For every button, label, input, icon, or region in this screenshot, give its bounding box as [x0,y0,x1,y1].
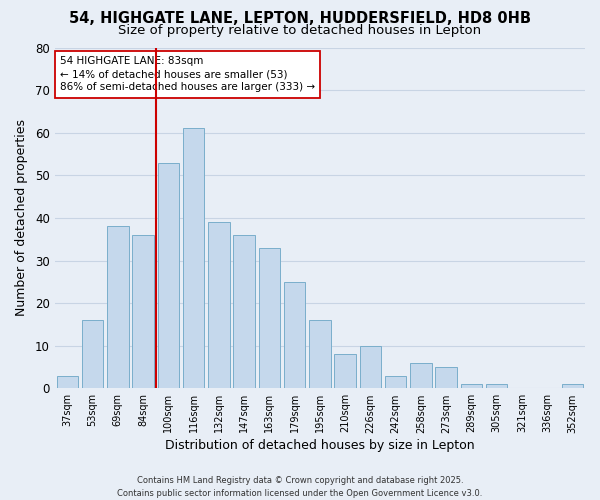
Bar [107,226,128,388]
Y-axis label: Number of detached properties: Number of detached properties [15,120,28,316]
Bar [233,235,255,388]
Bar [133,235,154,388]
Bar [486,384,508,388]
Bar [461,384,482,388]
Text: Size of property relative to detached houses in Lepton: Size of property relative to detached ho… [118,24,482,37]
Bar [334,354,356,388]
Bar [309,320,331,388]
Bar [158,162,179,388]
Text: 54, HIGHGATE LANE, LEPTON, HUDDERSFIELD, HD8 0HB: 54, HIGHGATE LANE, LEPTON, HUDDERSFIELD,… [69,11,531,26]
Bar [385,376,406,388]
Bar [56,376,78,388]
Bar [410,363,431,388]
Bar [259,248,280,388]
Bar [436,367,457,388]
Bar [82,320,103,388]
Text: Contains HM Land Registry data © Crown copyright and database right 2025.
Contai: Contains HM Land Registry data © Crown c… [118,476,482,498]
Bar [562,384,583,388]
Text: 54 HIGHGATE LANE: 83sqm
← 14% of detached houses are smaller (53)
86% of semi-de: 54 HIGHGATE LANE: 83sqm ← 14% of detache… [60,56,315,92]
X-axis label: Distribution of detached houses by size in Lepton: Distribution of detached houses by size … [165,440,475,452]
Bar [284,282,305,389]
Bar [208,222,230,388]
Bar [359,346,381,389]
Bar [183,128,205,388]
